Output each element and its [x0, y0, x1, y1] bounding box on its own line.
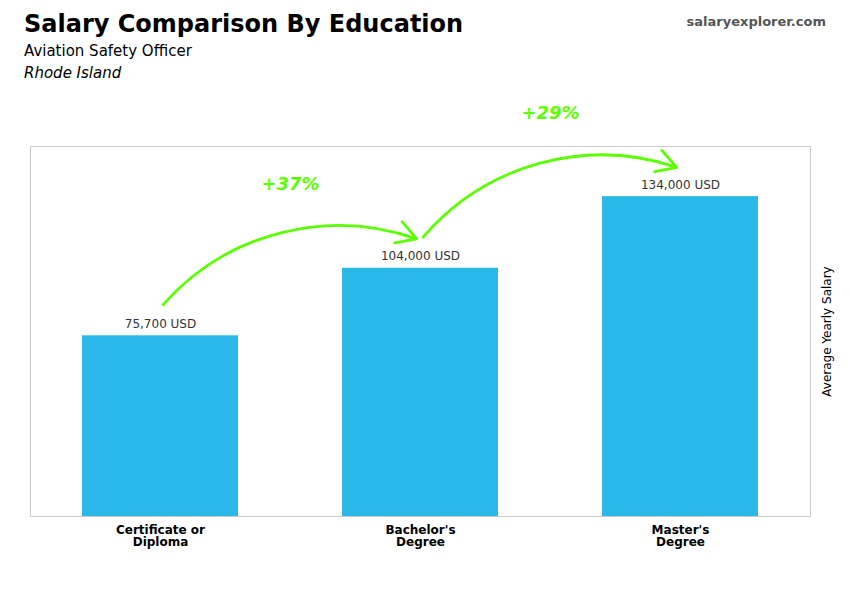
svg-text:104,000 USD: 104,000 USD — [381, 249, 460, 263]
svg-text:Master'sDegree: Master'sDegree — [652, 523, 710, 549]
svg-text:134,000 USD: 134,000 USD — [641, 178, 720, 192]
svg-text:Certificate orDiploma: Certificate orDiploma — [116, 523, 205, 549]
svg-text:+29%: +29% — [521, 102, 579, 123]
svg-text:Average Yearly Salary: Average Yearly Salary — [820, 266, 834, 396]
svg-text:+37%: +37% — [261, 173, 319, 194]
html-text:Aviation Safety Officer: Aviation Safety Officer — [24, 42, 192, 60]
svg-text:75,700 USD: 75,700 USD — [125, 317, 196, 331]
svg-text:Bachelor'sDegree: Bachelor'sDegree — [385, 523, 455, 549]
html-text:salaryexplorer.com: salaryexplorer.com — [686, 14, 826, 29]
html-text:Rhode Island: Rhode Island — [24, 64, 122, 82]
html-text:Salary Comparison By Education: Salary Comparison By Education — [24, 10, 464, 38]
